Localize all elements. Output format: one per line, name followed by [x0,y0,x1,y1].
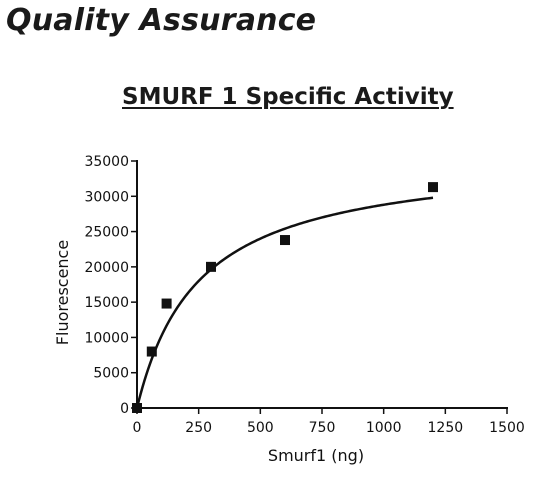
x-tick-label: 1500 [489,420,525,436]
data-point [428,182,438,193]
y-tick-label: 30000 [84,189,129,205]
data-point [146,346,157,357]
data-point [280,235,290,246]
y-axis-label: Fluorescence [53,240,72,345]
y-tick-label: 15000 [84,295,129,311]
x-tick-label: 1250 [428,420,464,436]
chart-title: SMURF 1 Specific Activity [122,84,454,110]
y-tick-label: 5000 [93,366,129,382]
chart-axes: 0 250 500 750 1000 1250 1500050001000015000200… [84,154,524,436]
x-axis-label: Smurf1 (ng) [268,446,364,465]
fit-curve [135,196,434,409]
y-tick-label: 0 [120,401,129,417]
data-point [206,261,216,272]
x-tick-label: 250 [185,420,212,436]
x-tick-label: 750 [309,420,336,436]
data-point [161,298,172,309]
fit-curve-layer [135,196,434,409]
data-points-layer [132,182,438,413]
y-tick-label: 10000 [84,330,129,346]
x-tick-label: 1000 [366,420,402,436]
data-point [132,403,142,413]
x-tick-label: 500 [247,420,274,436]
x-tick-label: 0 [133,420,142,436]
y-tick-label: 20000 [84,260,129,276]
y-tick-label: 35000 [84,154,129,170]
page-heading: Quality Assurance [6,3,317,38]
y-tick-label: 25000 [84,225,129,241]
